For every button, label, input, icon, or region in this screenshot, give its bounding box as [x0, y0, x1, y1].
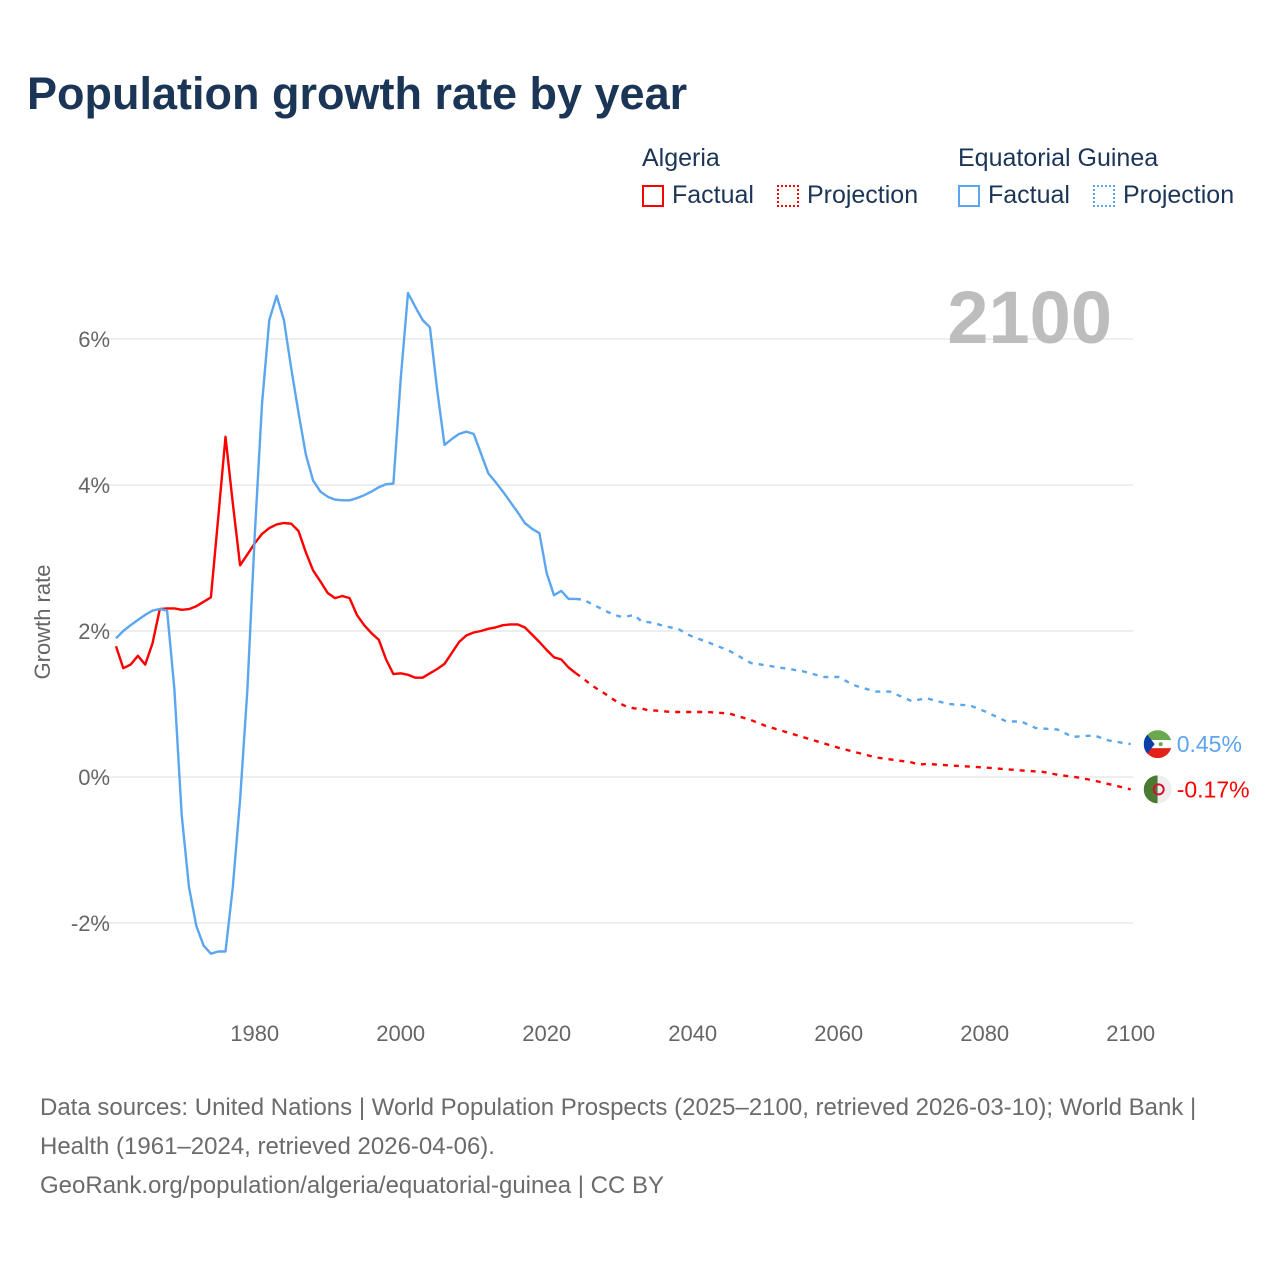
x-tick-label: 2100	[1106, 1021, 1155, 1046]
y-tick-label: 2%	[78, 619, 110, 644]
flag-green	[1143, 730, 1172, 741]
x-tick-label: 2000	[376, 1021, 425, 1046]
x-tick-label: 2020	[522, 1021, 571, 1046]
flag-emblem	[1158, 742, 1163, 747]
legend-swatch-dotted	[1092, 184, 1115, 207]
chart-title: Population growth rate by year	[27, 68, 688, 119]
flag-crescent	[1152, 783, 1165, 796]
x-tick-label: 2080	[960, 1021, 1009, 1046]
legend-swatch-solid	[642, 184, 664, 207]
y-tick-label: 6%	[78, 327, 110, 352]
legend-equatorial-guinea: Equatorial Guinea Factual Projection	[958, 144, 1234, 214]
legend-group-name: Equatorial Guinea	[958, 144, 1159, 172]
flag-white	[1143, 740, 1172, 749]
legend-label: Factual	[672, 181, 754, 209]
x-tick-label: 1980	[230, 1021, 279, 1046]
credit-link[interactable]: GeoRank.org/population/algeria/equatoria…	[40, 1172, 664, 1199]
flag-body	[1143, 775, 1172, 804]
equatorial-guinea-factual-line	[115, 291, 576, 955]
y-tick-label: 0%	[78, 765, 110, 790]
algeria-factual-line	[114, 435, 577, 679]
equatorial-guinea-projection-line	[575, 597, 1131, 746]
legend-label: Projection	[806, 181, 919, 209]
legend-equatorial-guinea-projection[interactable]: Projection	[1092, 181, 1235, 210]
algeria-projection-line	[575, 672, 1131, 791]
end-value-label: -0.17%	[1177, 776, 1250, 802]
current-year-display: 2100	[947, 276, 1112, 359]
equatorial-guinea-flag-icon	[1143, 730, 1172, 759]
y-tick-label: 4%	[78, 473, 110, 498]
legend-algeria-projection[interactable]: Projection	[776, 181, 919, 210]
algeria-flag-icon	[1143, 775, 1172, 804]
flag-green	[1143, 775, 1158, 804]
y-axis-label: Growth rate	[30, 565, 55, 680]
footer: Data sources: United Nations | World Pop…	[40, 1088, 1240, 1205]
legend-label: Projection	[1122, 181, 1235, 209]
x-tick-label: 2040	[668, 1021, 717, 1046]
flag-triangle	[1143, 730, 1155, 759]
end-value-label: 0.45%	[1177, 731, 1242, 757]
legend-swatch-dotted	[776, 184, 799, 207]
x-tick-label: 2060	[814, 1021, 863, 1046]
legend-swatch-solid	[958, 184, 980, 207]
legend-algeria: Algeria Factual Projection	[642, 144, 934, 214]
data-sources: Data sources: United Nations | World Pop…	[40, 1094, 1197, 1160]
y-tick-label: -2%	[71, 911, 110, 936]
flag-body	[1143, 730, 1172, 759]
legend-equatorial-guinea-factual[interactable]: Factual	[958, 181, 1070, 210]
flag-red	[1143, 748, 1172, 759]
legend-label: Factual	[988, 181, 1070, 209]
legend-algeria-factual[interactable]: Factual	[642, 181, 754, 210]
legend-group-name: Algeria	[642, 144, 720, 172]
